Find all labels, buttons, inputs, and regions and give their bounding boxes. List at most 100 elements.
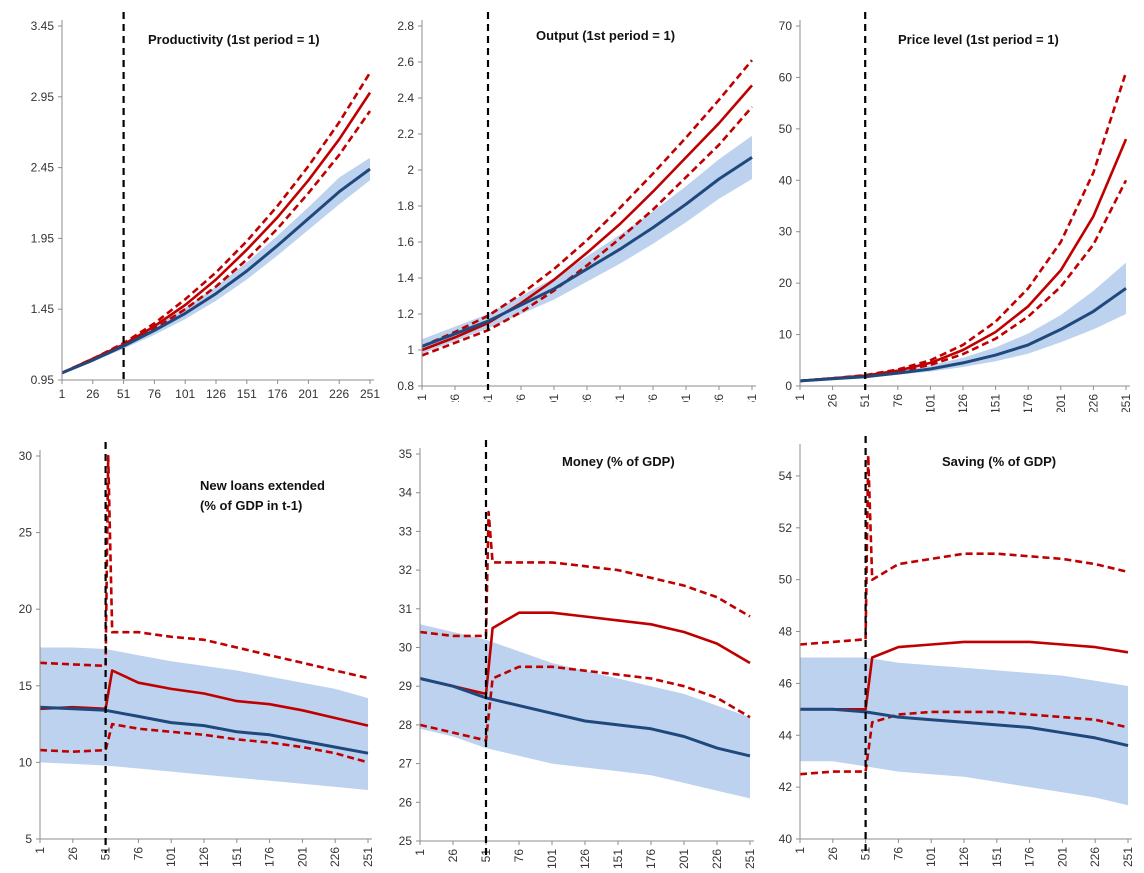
- confidence-band: [40, 647, 368, 790]
- y-tick-label: 34: [399, 486, 413, 500]
- y-tick-label: 50: [779, 122, 793, 136]
- series-line-red-solid: [421, 84, 753, 352]
- y-tick-label: 60: [779, 70, 793, 84]
- x-tick-label: 1: [793, 394, 807, 401]
- x-tick-label: 1: [413, 849, 427, 856]
- x-tick-label: 76: [131, 847, 145, 861]
- y-tick-label: 1.95: [31, 231, 55, 245]
- x-tick-label: 126: [957, 847, 971, 867]
- x-tick-label: 126: [578, 849, 592, 869]
- x-tick-label: 226: [710, 849, 724, 869]
- y-tick-label: 26: [399, 795, 413, 809]
- x-tick-label: 26: [826, 394, 840, 408]
- chart-new-loans: 5 10 15 20 25 30 1 26 51 76 101 126 151 176 201 226 251 N…: [4, 430, 382, 869]
- x-tick-label: 176: [268, 387, 288, 401]
- y-tick-label: 30: [399, 641, 413, 655]
- y-tick-label: 54: [779, 469, 793, 483]
- y-tick-label: 2.95: [31, 90, 55, 104]
- x-tick-label: 176: [1021, 394, 1035, 412]
- y-tick-label: 48: [779, 625, 793, 639]
- x-tick-label: 1: [793, 847, 807, 854]
- chart-title: Money (% of GDP): [562, 454, 675, 469]
- y-tick-label: 25: [399, 834, 413, 848]
- y-tick-label: 5: [25, 832, 32, 846]
- series-line-blue-solid: [799, 287, 1127, 383]
- x-tick-label: 101: [547, 394, 561, 402]
- chart-saving: 40 42 44 46 48 50 52 54 1 26 51 76 101 126 151 176 201 22…: [766, 430, 1140, 869]
- x-tick-label: 51: [859, 847, 873, 861]
- y-tick-label: 20: [779, 276, 793, 290]
- x-tick-label: 1: [33, 847, 47, 854]
- chart-money: 25 26 27 28 29 30 31 32 33 34 35 1 26 51 76 101 126 151 17…: [386, 430, 762, 869]
- x-tick-label: 251: [1121, 847, 1135, 867]
- y-tick-label: 1.45: [31, 302, 55, 316]
- x-tick-label: 51: [117, 387, 131, 401]
- confidence-band: [800, 262, 1126, 382]
- x-tick-label: 201: [679, 394, 693, 402]
- y-tick-label: 40: [779, 173, 793, 187]
- series-line-red-dashed: [799, 710, 1129, 776]
- confidence-band: [420, 624, 750, 799]
- confidence-band: [800, 657, 1128, 806]
- series-line-red-solid: [39, 669, 369, 727]
- x-tick-label: 1: [415, 394, 429, 401]
- chart-svg: 0.951.451.952.452.953.451 26 51 76 101 126 151…: [31, 12, 380, 401]
- chart-productivity: 0.95 1.45 1.95 2.45 2.95 3.45 1 26 51 76 101 126 151…: [4, 4, 382, 402]
- x-tick-label: 26: [66, 847, 80, 861]
- x-tick-label: 101: [923, 394, 937, 412]
- series-line-blue-solid: [39, 705, 369, 755]
- y-tick-label: 2.8: [397, 19, 414, 33]
- y-tick-label: 10: [779, 328, 793, 342]
- x-tick-label: 26: [826, 847, 840, 861]
- y-tick-label: 2.2: [397, 127, 414, 141]
- series-line-red-dashed: [421, 59, 753, 348]
- series-line-blue-solid: [419, 677, 751, 758]
- x-tick-label: 201: [677, 849, 691, 869]
- x-tick-label: 126: [197, 847, 211, 867]
- x-tick-label: 201: [298, 387, 318, 401]
- y-tick-label: 27: [399, 757, 413, 771]
- x-tick-label: 251: [360, 387, 380, 401]
- x-tick-label: 251: [743, 849, 757, 869]
- y-tick-label: 20: [19, 602, 33, 616]
- y-tick-label: 1.6: [397, 235, 414, 249]
- series-line-red-dashed: [799, 453, 1129, 646]
- x-tick-label: 251: [745, 394, 759, 402]
- y-tick-label: 33: [399, 524, 413, 538]
- y-tick-label: 0.95: [31, 373, 55, 387]
- x-tick-label: 176: [263, 847, 277, 867]
- x-tick-label: 151: [989, 394, 1003, 412]
- series-line-blue-solid: [421, 156, 753, 348]
- y-tick-label: 3.45: [31, 19, 55, 33]
- y-tick-label: 0.8: [397, 379, 414, 393]
- chart-title: Productivity (1st period = 1): [148, 32, 320, 47]
- x-tick-label: 251: [1119, 394, 1133, 412]
- x-tick-label: 1: [59, 387, 66, 401]
- x-tick-label: 51: [479, 849, 493, 863]
- x-tick-label: 101: [175, 387, 195, 401]
- x-tick-label: 151: [990, 847, 1004, 867]
- x-tick-label: 26: [446, 849, 460, 863]
- x-tick-label: 126: [206, 387, 226, 401]
- y-tick-label: 2.45: [31, 161, 55, 175]
- y-tick-label: 40: [779, 832, 793, 846]
- y-tick-label: 28: [399, 718, 413, 732]
- y-tick-label: 44: [779, 728, 793, 742]
- x-tick-label: 176: [1023, 847, 1037, 867]
- x-tick-label: 176: [646, 394, 660, 402]
- x-tick-label: 101: [164, 847, 178, 867]
- x-tick-label: 201: [295, 847, 309, 867]
- series-line-red-solid: [61, 91, 372, 375]
- y-tick-label: 52: [779, 521, 793, 535]
- chart-title: (% of GDP in t-1): [200, 498, 302, 513]
- y-tick-label: 29: [399, 679, 413, 693]
- y-tick-label: 46: [779, 676, 793, 690]
- y-tick-label: 1: [407, 343, 414, 357]
- y-tick-label: 1.4: [397, 271, 414, 285]
- x-tick-label: 226: [1088, 847, 1102, 867]
- x-tick-label: 51: [99, 847, 113, 861]
- x-tick-label: 151: [230, 847, 244, 867]
